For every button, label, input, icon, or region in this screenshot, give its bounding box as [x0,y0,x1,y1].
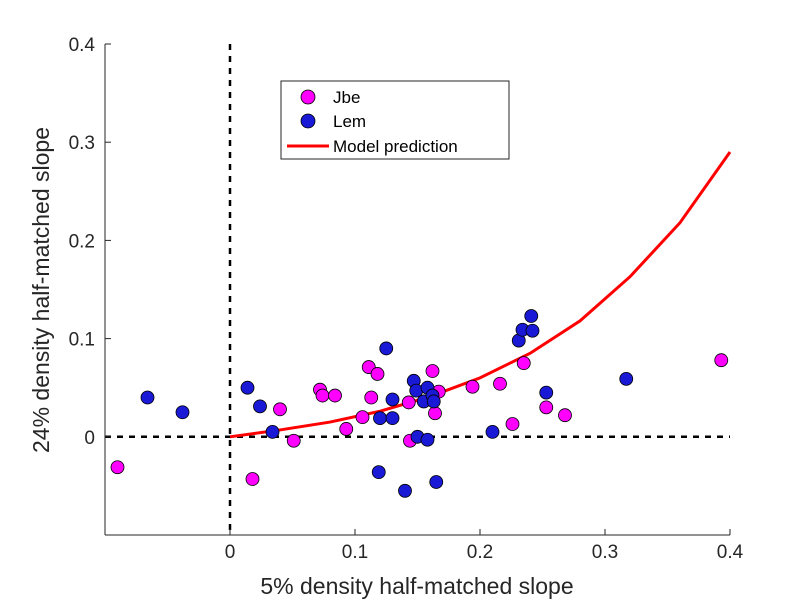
legend-label-jbe: Jbe [333,88,360,107]
x-tick-label: 0.4 [717,542,744,563]
model-prediction-line [229,151,732,439]
data-point-lem [140,390,155,405]
series-jbe-points [110,353,729,486]
data-point-lem [265,424,280,439]
data-point-jbe [110,460,125,475]
legend-label-model: Model prediction [333,137,458,156]
x-tick-label: 0.3 [592,542,618,563]
x-tick-label: 0.2 [467,542,493,563]
x-tick-label: 0.1 [342,542,368,563]
data-point-jbe [428,406,442,421]
legend-marker-jbe [300,89,316,105]
series-lem-points [140,309,634,498]
data-point-lem [379,341,394,356]
x-axis-label: 5% density half-matched slope [260,573,573,599]
data-point-jbe [364,390,379,405]
data-point-jbe [273,402,287,417]
data-point-jbe [465,379,480,394]
data-point-jbe [315,388,330,403]
data-point-jbe [714,353,729,368]
data-point-lem [371,465,386,480]
y-tick-label: 0.1 [69,330,95,351]
data-point-jbe [401,395,416,410]
data-point-lem [385,411,400,426]
data-point-jbe [539,400,554,415]
y-axis-label: 24% density half-matched slope [28,127,54,453]
data-point-lem [619,371,634,386]
data-point-lem [253,399,267,414]
data-point-lem [385,392,400,407]
y-tick-label: 0 [84,428,95,449]
y-tick-label: 0.3 [69,133,95,154]
data-point-jbe [286,433,301,448]
data-point-lem [524,309,539,323]
data-point-lem [420,432,435,447]
data-point-lem [539,385,554,400]
data-point-jbe [328,388,342,403]
data-point-jbe [245,472,260,486]
legend-marker-lem [300,113,316,129]
data-point-jbe [516,356,531,371]
data-point-jbe [558,408,572,423]
data-point-lem [175,405,190,420]
legend-label-lem: Lem [333,112,366,131]
x-tick-label: 0 [225,542,236,563]
data-point-lem [373,411,387,426]
axes: 0 0.1 0.2 0.3 0.4 0 0.1 0.2 0.3 0.4 [69,35,744,563]
data-point-jbe [493,376,507,391]
legend: Jbe Lem Model prediction [280,80,510,160]
data-point-lem [485,424,500,439]
y-tick-label: 0.2 [69,231,95,252]
data-point-lem [426,394,441,409]
data-point-jbe [355,410,370,425]
data-point-jbe [339,422,354,436]
y-axis-ticks: 0 0.1 0.2 0.3 0.4 [69,35,111,449]
data-point-jbe [425,364,440,378]
data-point-jbe [370,367,385,381]
data-point-lem [429,475,444,489]
data-point-lem [240,380,255,395]
data-point-jbe [505,417,520,431]
x-axis-ticks: 0 0.1 0.2 0.3 0.4 [225,529,744,563]
series-layer [110,151,732,498]
data-point-lem [525,323,540,338]
data-point-lem [398,483,412,498]
y-tick-label: 0.4 [69,35,96,56]
